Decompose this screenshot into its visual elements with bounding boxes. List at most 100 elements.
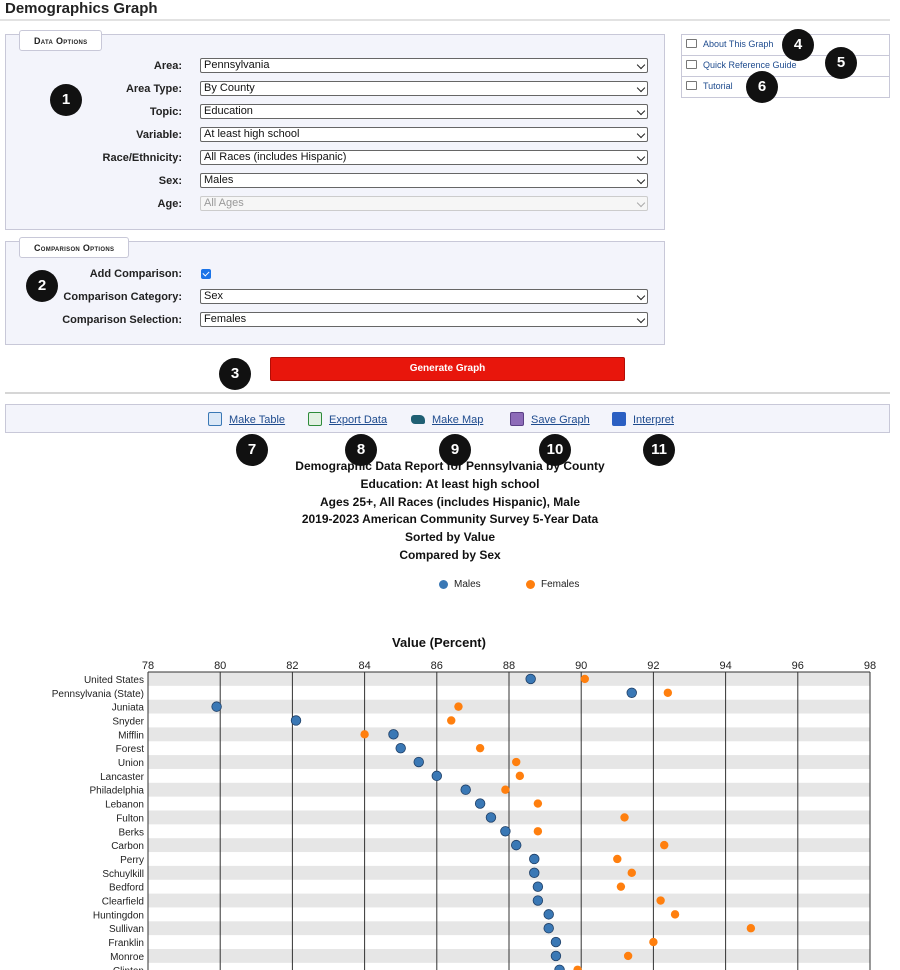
- males-legend-marker: [439, 580, 448, 589]
- spreadsheet-icon: [308, 412, 322, 426]
- category-label: Carbon: [111, 841, 144, 852]
- area-type-select[interactable]: By County: [200, 81, 648, 96]
- area-label: Area:: [153, 60, 182, 72]
- callout-badge: 9: [439, 434, 471, 466]
- variable-value: At least high school: [204, 128, 300, 140]
- females-point: [663, 688, 673, 697]
- comparison-category-select[interactable]: Sex: [200, 289, 648, 304]
- map-icon: [411, 415, 425, 424]
- section-divider: [5, 392, 890, 394]
- category-label: Berks: [118, 827, 144, 838]
- interpret-label: Interpret: [633, 414, 674, 426]
- x-tick-label: 84: [358, 660, 370, 672]
- save-icon: [510, 412, 524, 426]
- females-point: [620, 813, 629, 822]
- export-data-label: Export Data: [329, 414, 388, 426]
- tutorial-link[interactable]: Tutorial: [682, 77, 890, 98]
- sex-label: Sex:: [158, 175, 182, 187]
- callout-badge: 7: [236, 434, 268, 466]
- about-graph-link-label: About This Graph: [703, 39, 774, 49]
- category-label: Lebanon: [105, 800, 144, 811]
- females-point: [573, 965, 582, 970]
- comparison-options-legend: Comparison Options: [19, 237, 130, 258]
- females-point: [475, 743, 485, 753]
- males-point: [529, 853, 540, 865]
- males-point: [431, 770, 443, 782]
- info-icon: [612, 412, 626, 426]
- callout-badge: 10: [539, 434, 571, 466]
- category-label: Union: [118, 758, 144, 769]
- females-point: [613, 854, 622, 864]
- area-type-label: Area Type:: [125, 83, 182, 95]
- males-legend-label: Males: [454, 579, 481, 590]
- title-divider: [0, 19, 890, 21]
- chevron-down-icon: [636, 60, 646, 70]
- quick-reference-link[interactable]: Quick Reference Guide: [682, 56, 890, 77]
- females-point: [616, 882, 626, 891]
- callout-badge: 8: [345, 434, 377, 466]
- category-label: United States: [84, 675, 144, 686]
- area-type-value: By County: [204, 82, 255, 94]
- males-point: [500, 826, 511, 837]
- category-label: Lancaster: [100, 772, 145, 783]
- males-point: [290, 715, 302, 726]
- age-value: All Ages: [204, 197, 244, 209]
- sex-select[interactable]: Males: [200, 173, 648, 188]
- males-point: [543, 909, 554, 920]
- chevron-down-icon: [636, 175, 646, 185]
- category-label: Mifflin: [118, 730, 144, 741]
- sex-value: Males: [204, 174, 234, 186]
- comparison-selection-label: Comparison Selection:: [62, 314, 182, 326]
- males-point: [532, 881, 544, 892]
- males-point: [460, 784, 471, 795]
- comparison-selection-value: Females: [204, 313, 247, 325]
- males-point: [550, 936, 562, 948]
- comparison-selection-select[interactable]: Females: [200, 312, 648, 327]
- generate-graph-button[interactable]: Generate Graph: [270, 357, 625, 381]
- males-point: [511, 839, 522, 851]
- females-point: [360, 730, 369, 739]
- females-legend-label: Females: [541, 579, 580, 590]
- category-label: Clinton: [113, 966, 144, 970]
- x-tick-label: 90: [575, 660, 587, 672]
- report-line: Education: At least high school: [360, 476, 540, 491]
- race-ethnicity-select[interactable]: All Races (includes Hispanic): [200, 150, 648, 165]
- report-line: Ages 25+, All Races (includes Hispanic),…: [320, 494, 580, 509]
- variable-select[interactable]: At least high school: [200, 127, 648, 142]
- chevron-down-icon: [636, 106, 646, 116]
- females-point: [746, 924, 756, 933]
- males-point: [388, 729, 399, 740]
- category-label: Philadelphia: [90, 786, 145, 797]
- make-table-label: Make Table: [229, 414, 286, 426]
- females-point: [447, 716, 456, 725]
- x-tick-label: 98: [864, 660, 876, 672]
- category-label: Clearfield: [102, 897, 144, 908]
- x-tick-label: 80: [214, 660, 226, 672]
- category-label: Forest: [116, 744, 145, 755]
- area-select[interactable]: Pennsylvania: [200, 58, 648, 73]
- report-line: Sorted by Value: [404, 530, 496, 545]
- males-point: [474, 798, 486, 809]
- callout-badge: 1: [50, 84, 82, 116]
- females-point: [649, 937, 658, 947]
- tutorial-link-label: Tutorial: [703, 81, 733, 91]
- topic-select[interactable]: Education: [200, 104, 648, 119]
- x-tick-label: 94: [719, 660, 731, 672]
- category-label: Perry: [120, 855, 144, 866]
- males-point: [395, 742, 406, 754]
- males-point: [532, 895, 544, 906]
- callout-badge: 3: [219, 358, 251, 390]
- females-point: [580, 674, 590, 684]
- race-ethnicity-label: Race/Ethnicity:: [102, 152, 182, 164]
- category-label: Fulton: [116, 813, 144, 824]
- add-comparison-checkbox[interactable]: [201, 269, 211, 279]
- topic-value: Education: [204, 105, 253, 117]
- category-label: Pennsylvania (State): [52, 689, 144, 700]
- make-map-label: Make Map: [432, 414, 484, 426]
- males-point: [550, 950, 562, 962]
- age-select: All Ages: [200, 196, 648, 211]
- category-label: Sullivan: [109, 924, 144, 935]
- males-point: [626, 687, 637, 698]
- females-point: [656, 896, 665, 905]
- x-tick-label: 86: [431, 660, 443, 672]
